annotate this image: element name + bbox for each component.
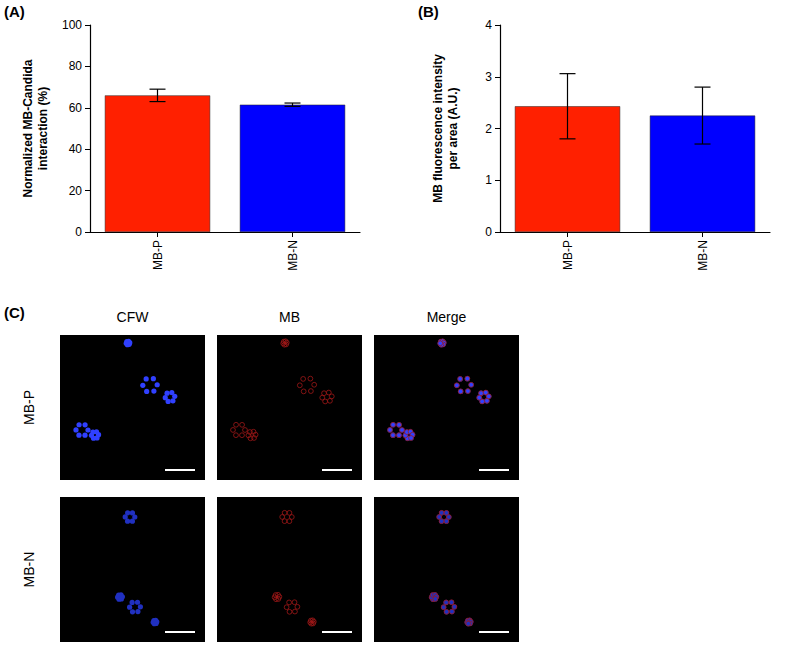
svg-text:2: 2: [485, 122, 492, 136]
svg-text:CFW: CFW: [117, 309, 150, 325]
svg-text:MB-P: MB-P: [151, 240, 165, 270]
svg-text:Merge: Merge: [427, 309, 467, 325]
svg-text:0: 0: [485, 225, 492, 239]
svg-text:(B): (B): [418, 3, 439, 20]
svg-text:per area (A.U.): per area (A.U.): [446, 87, 460, 169]
svg-text:MB fluorescence intensity: MB fluorescence intensity: [431, 54, 445, 203]
svg-text:MB-N: MB-N: [286, 240, 300, 271]
svg-text:MB: MB: [279, 309, 300, 325]
svg-text:MB-N: MB-N: [696, 240, 710, 271]
svg-text:MB-P: MB-P: [21, 390, 37, 425]
svg-text:4: 4: [485, 18, 492, 32]
svg-text:0: 0: [75, 225, 82, 239]
svg-text:(A): (A): [4, 3, 25, 20]
svg-text:3: 3: [485, 70, 492, 84]
svg-text:MB-N: MB-N: [21, 552, 37, 588]
svg-text:40: 40: [69, 142, 83, 156]
svg-text:20: 20: [69, 184, 83, 198]
svg-text:100: 100: [62, 18, 82, 32]
svg-text:80: 80: [69, 59, 83, 73]
svg-text:Normalized MB-Candida: Normalized MB-Candida: [21, 59, 35, 197]
svg-text:(C): (C): [4, 304, 25, 321]
svg-text:60: 60: [69, 101, 83, 115]
svg-text:MB-P: MB-P: [561, 240, 575, 270]
svg-text:1: 1: [485, 173, 492, 187]
svg-text:interaction (%): interaction (%): [36, 87, 50, 170]
